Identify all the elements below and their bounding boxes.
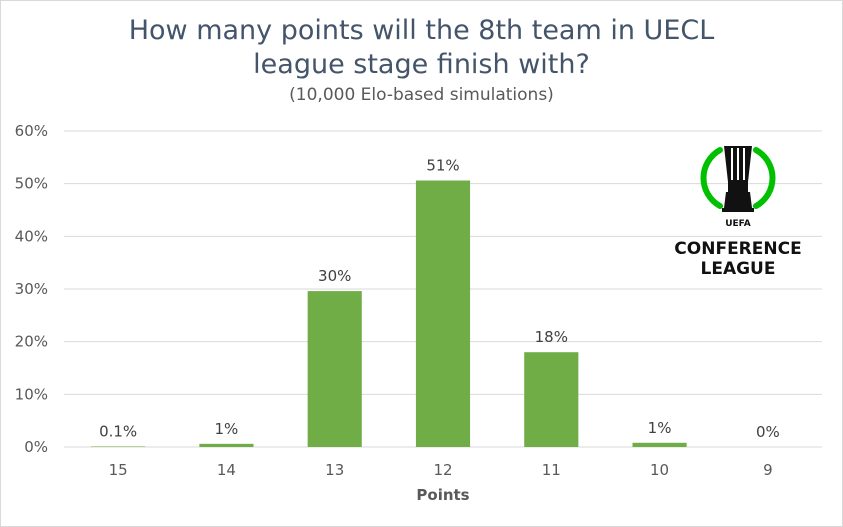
x-tick-label: 14: [217, 461, 236, 479]
data-label: 18%: [535, 328, 568, 346]
y-tick-label: 30%: [15, 280, 48, 298]
y-tick-label: 10%: [15, 385, 48, 403]
x-tick-label: 9: [763, 461, 773, 479]
logo-text-league: LEAGUE: [701, 259, 776, 279]
data-label: 1%: [215, 420, 239, 438]
x-tick-label: 10: [650, 461, 669, 479]
data-labels: 0.1% 1% 30% 51% 18% 1% 0%: [99, 157, 780, 441]
x-tick-label: 13: [325, 461, 344, 479]
y-tick-label: 60%: [15, 122, 48, 140]
y-tick-label: 40%: [15, 227, 48, 245]
data-label: 0%: [756, 423, 780, 441]
x-tick-label: 15: [109, 461, 128, 479]
x-tick-label: 11: [542, 461, 561, 479]
chart-title-line-2: league stage finish with?: [253, 49, 590, 80]
uefa-conference-league-logo: UEFA CONFERENCE LEAGUE: [674, 146, 802, 279]
logo-ring-left: [700, 147, 723, 209]
y-tick-label: 0%: [24, 438, 48, 456]
bar: [524, 352, 579, 447]
x-axis-title: Points: [416, 486, 469, 504]
data-label: 30%: [318, 267, 351, 285]
data-label: 0.1%: [99, 422, 137, 440]
y-axis-ticks: 0% 10% 20% 30% 40% 50% 60%: [15, 122, 48, 456]
logo-ring-right: [753, 147, 776, 209]
logo-text-conference: CONFERENCE: [674, 239, 801, 259]
chart-title-line-1: How many points will the 8th team in UEC…: [128, 15, 715, 46]
x-axis-ticks: 15 14 13 12 11 10 9: [109, 461, 773, 479]
data-label: 51%: [426, 157, 459, 175]
y-tick-label: 50%: [15, 175, 48, 193]
bar: [199, 443, 254, 447]
y-tick-label: 20%: [15, 333, 48, 351]
logo-text-uefa: UEFA: [725, 219, 751, 229]
x-tick-label: 12: [433, 461, 452, 479]
data-label: 1%: [648, 419, 672, 437]
bar: [632, 442, 687, 447]
bars: [91, 180, 687, 448]
bar: [307, 291, 362, 447]
chart-subtitle: (10,000 Elo-based simulations): [289, 85, 554, 105]
bar: [91, 446, 146, 447]
bar: [415, 180, 471, 448]
chart-title-block: How many points will the 8th team in UEC…: [0, 14, 843, 107]
